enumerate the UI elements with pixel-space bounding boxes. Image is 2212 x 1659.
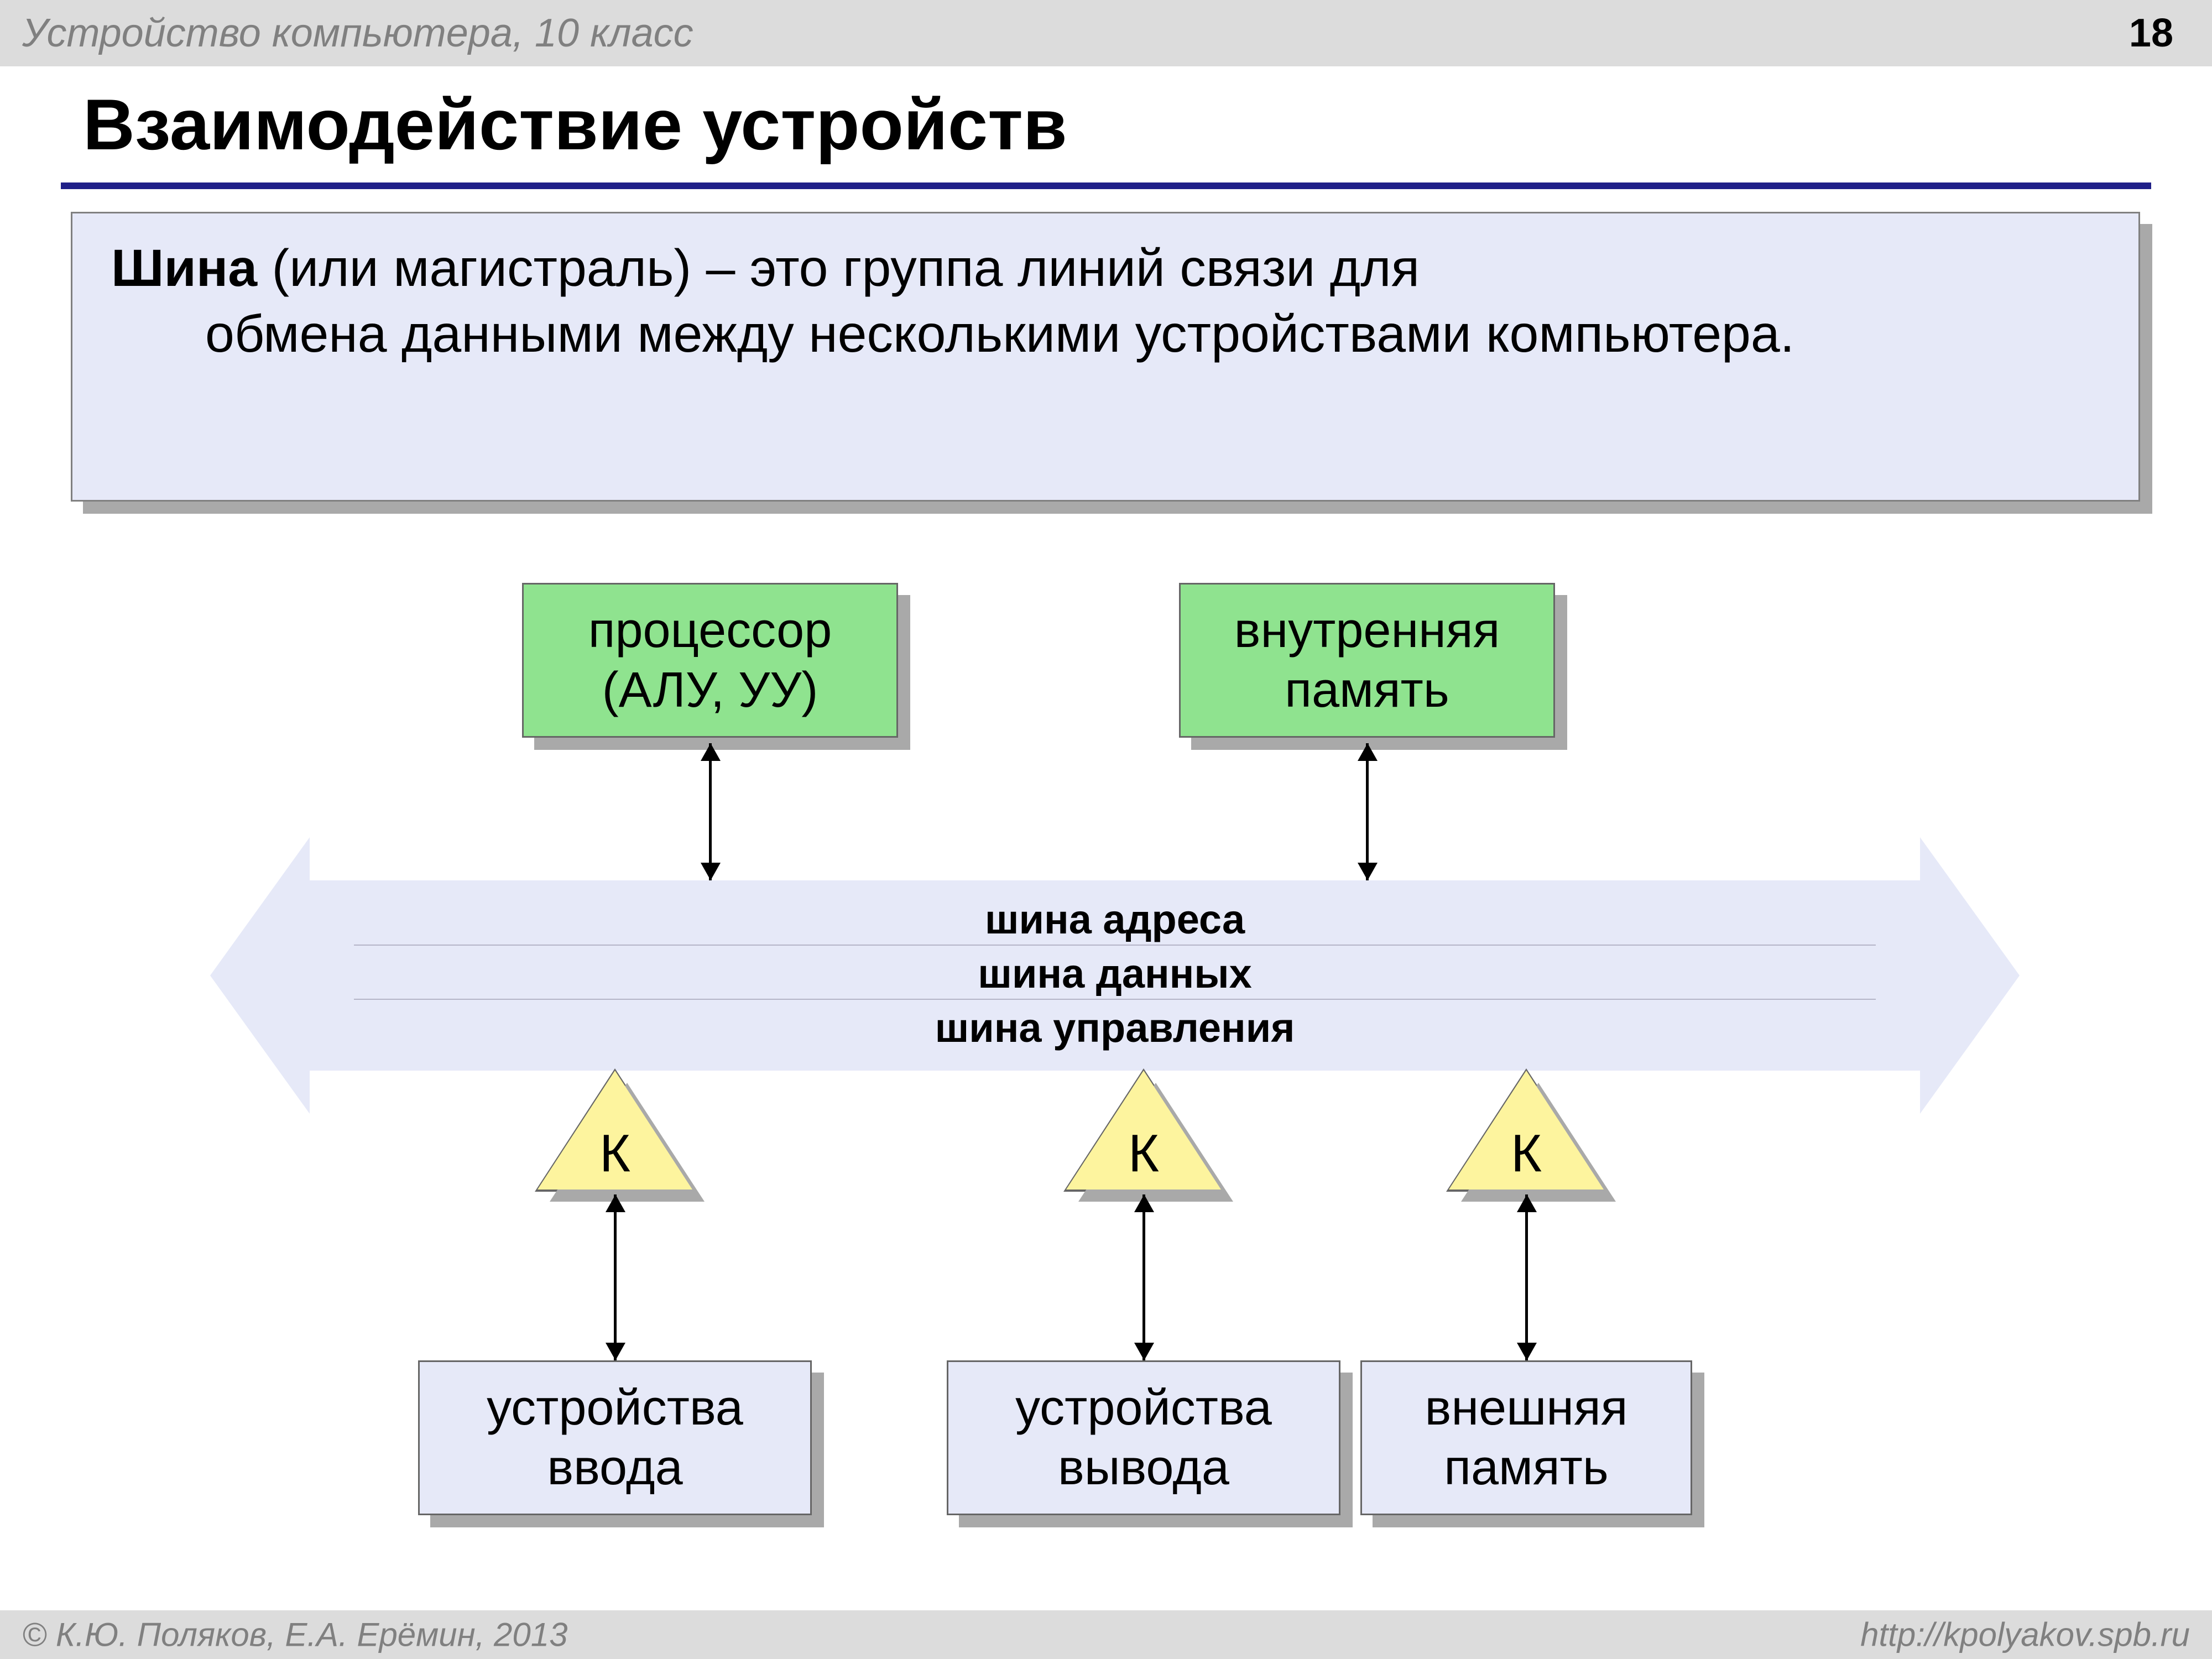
definition-rest: (или магистраль) – это группа линий связ…	[257, 239, 1420, 298]
triangle-label-k1: К	[538, 1123, 692, 1184]
bus-divider-1	[354, 999, 1876, 1000]
header-bar: Устройство компьютера, 10 класс 18	[0, 0, 2212, 66]
connector-bottom-2	[1525, 1194, 1528, 1360]
box-cpu: процессор(АЛУ, УУ)	[522, 583, 898, 738]
page-number: 18	[2129, 11, 2173, 56]
box-input: устройстваввода	[418, 1360, 812, 1515]
bus-label-0: шина адреса	[310, 896, 1920, 943]
triangle-label-k2: К	[1066, 1123, 1221, 1184]
bus-label-1: шина данных	[310, 950, 1920, 997]
title-underline	[61, 182, 2151, 189]
slide-title: Взаимодействие устройств	[83, 83, 1067, 166]
triangle-label-k3: К	[1449, 1123, 1604, 1184]
definition-continuation: обмена данными между несколькими устройс…	[111, 301, 2100, 367]
bus-divider-0	[354, 945, 1876, 946]
footer-site: http://kpolyakov.spb.ru	[1860, 1616, 2190, 1654]
box-output: устройствавывода	[947, 1360, 1340, 1515]
definition-term: Шина	[111, 239, 257, 298]
course-title: Устройство компьютера, 10 класс	[22, 11, 693, 56]
connector-top-0	[709, 743, 712, 880]
box-ext: внешняяпамять	[1360, 1360, 1692, 1515]
connector-bottom-1	[1142, 1194, 1145, 1360]
box-ram: внутренняяпамять	[1179, 583, 1555, 738]
footer-bar: © К.Ю. Поляков, Е.А. Ерёмин, 2013 http:/…	[0, 1610, 2212, 1659]
bus-arrow-left-icon	[210, 837, 310, 1114]
bus-label-2: шина управления	[310, 1004, 1920, 1051]
bus-arrow-right-icon	[1920, 837, 2020, 1114]
slide-stage: Устройство компьютера, 10 класс 18 Взаим…	[0, 0, 2212, 1659]
connector-bottom-0	[614, 1194, 617, 1360]
connector-top-1	[1366, 743, 1369, 880]
definition-box: Шина (или магистраль) – это группа линий…	[71, 212, 2140, 502]
footer-authors: © К.Ю. Поляков, Е.А. Ерёмин, 2013	[22, 1616, 568, 1654]
